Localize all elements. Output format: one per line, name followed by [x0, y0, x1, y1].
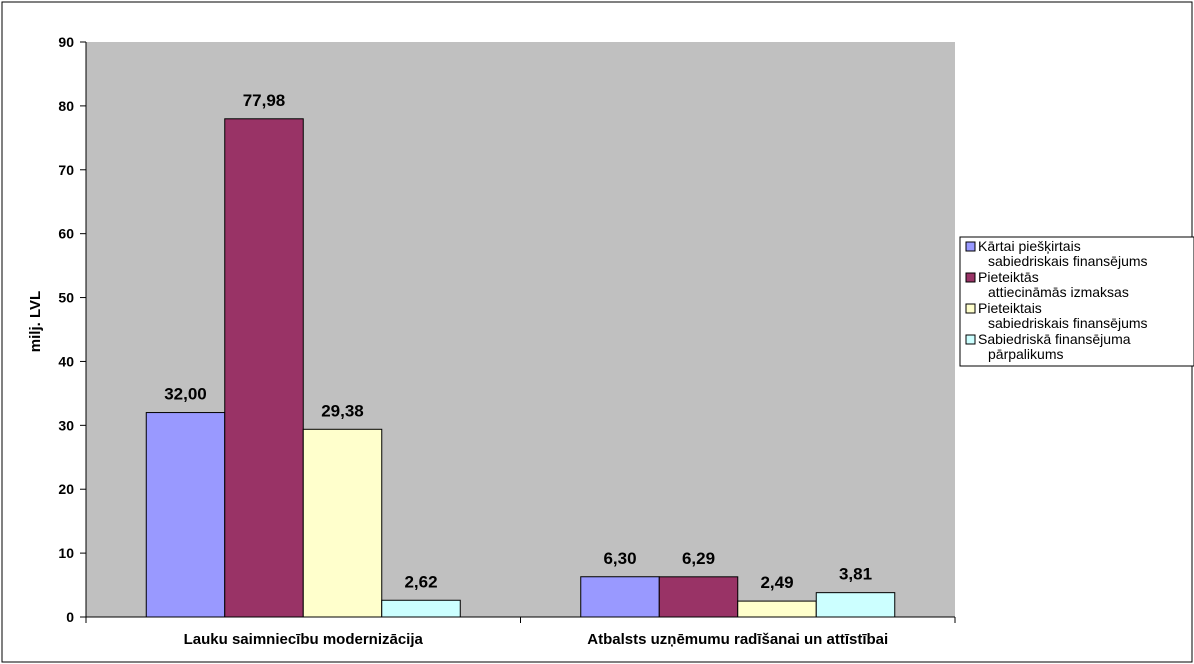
bar [302, 428, 383, 618]
x-category-label: Lauku saimniecību modernizācija [184, 631, 424, 648]
x-axis: Lauku saimniecību modernizācija Atbalsts … [85, 616, 956, 648]
legend-swatch [965, 303, 976, 314]
data-label: 2,49 [760, 573, 793, 592]
bar [381, 599, 461, 618]
data-label: 77,98 [243, 91, 286, 110]
bar [580, 576, 660, 618]
data-label: 2,62 [404, 572, 437, 591]
x-category-label: Atbalsts uzņēmumu radīšanai un attīstība… [587, 631, 888, 648]
y-axis: 0 10 20 30 40 50 60 70 80 90 [58, 34, 87, 625]
data-labels-layer: 32,00 77,98 29,38 2,62 6,30 6,29 2,49 3,81 [164, 91, 872, 592]
legend-box [959, 236, 1194, 367]
legend-label: sabiedriskais finansējums [988, 315, 1148, 331]
legend-label: pārpalikums [988, 346, 1063, 362]
legend-label: Pieteiktās [978, 269, 1039, 285]
legend-swatch [965, 241, 976, 252]
bar [815, 592, 896, 618]
legend-label: Pieteiktais [978, 300, 1042, 316]
y-tick-label: 90 [58, 34, 74, 50]
data-label: 29,38 [321, 401, 364, 420]
y-tick-label: 60 [58, 226, 74, 242]
y-axis-label: milj. LVL [27, 291, 44, 352]
legend-swatch [965, 272, 976, 283]
y-tick-label: 40 [58, 353, 74, 369]
legend-label: Sabiedriskā finansējuma [978, 331, 1131, 347]
y-tick-label: 30 [58, 417, 74, 433]
legend-label: sabiedriskais finansējums [988, 253, 1148, 269]
data-label: 32,00 [164, 385, 207, 404]
y-tick-label: 0 [66, 609, 74, 625]
bar [658, 576, 739, 618]
y-tick-label: 20 [58, 481, 74, 497]
bars-layer [145, 118, 896, 618]
data-label: 6,30 [603, 549, 636, 568]
y-tick-label: 50 [58, 290, 74, 306]
y-tick-label: 70 [58, 162, 74, 178]
y-tick-label: 10 [58, 545, 74, 561]
data-label: 6,29 [682, 549, 715, 568]
legend-label: attiecināmās izmaksas [988, 284, 1129, 300]
y-tick-label: 80 [58, 98, 74, 114]
bar [737, 600, 817, 618]
bar [224, 118, 304, 618]
bar [145, 412, 226, 618]
data-label: 3,81 [839, 565, 872, 584]
legend-swatch [965, 334, 976, 345]
legend-label: Kārtai piešķirtais [978, 238, 1081, 254]
